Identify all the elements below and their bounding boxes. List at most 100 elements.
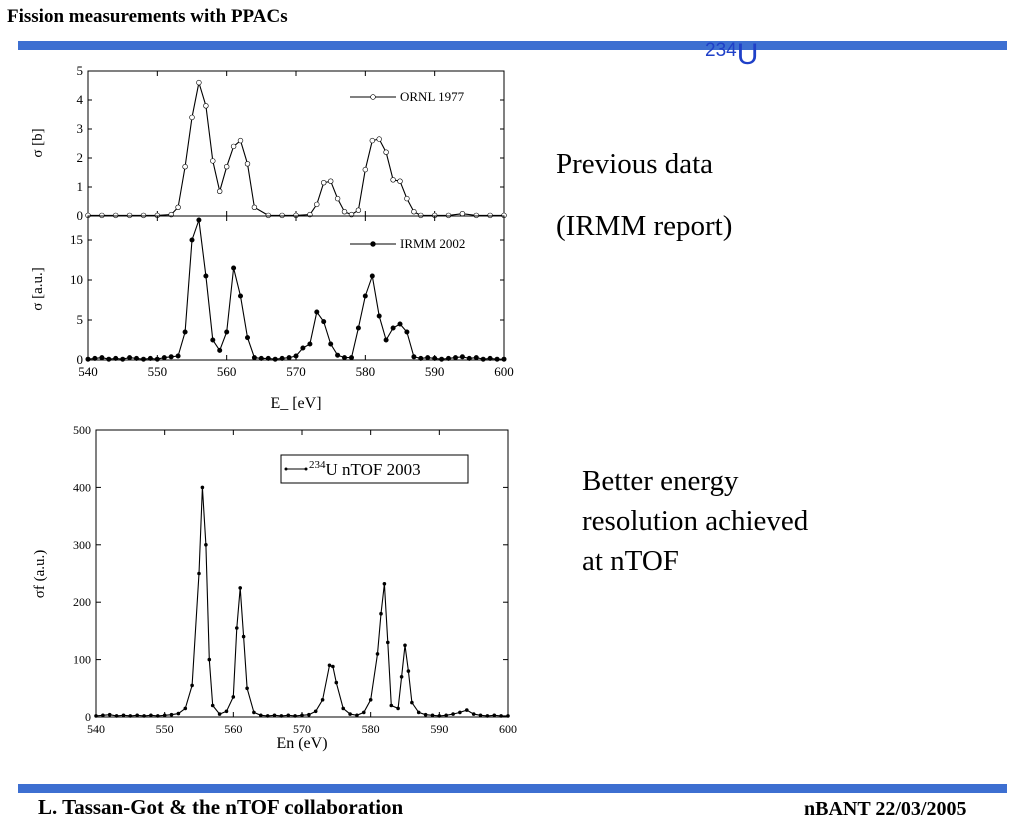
data-point [459,211,466,217]
data-point [492,713,497,718]
y-tick-label: 10 [70,272,83,287]
x-tick-label: 600 [499,722,517,736]
data-point [320,697,325,702]
data-point [120,356,126,362]
y-tick-label: 400 [73,480,91,494]
data-point [501,356,507,362]
data-point [341,355,347,361]
data-point [293,353,299,359]
data-point [403,643,407,648]
y-axis-label: σ [a.u.] [30,267,46,310]
data-point [506,714,510,718]
data-point [397,321,403,327]
x-axis-label: En (eV) [276,735,327,752]
data-point [355,325,361,331]
data-point [410,700,414,705]
data-point [423,712,428,717]
data-point [127,355,133,361]
note-line: at nTOF [582,545,679,577]
legend-box [280,454,469,484]
data-point [162,713,167,718]
data-point [189,237,195,243]
data-point [331,664,335,669]
data-point [258,355,264,361]
data-point [149,713,153,718]
data-point [217,347,223,353]
data-point [128,714,133,718]
footer-bar [18,784,1007,793]
data-point [210,703,215,708]
data-point [230,143,237,150]
y-tick-label: 300 [73,538,91,552]
data-point [238,293,244,299]
data-point [494,356,500,362]
data-point [444,713,449,718]
data-point [196,217,202,223]
legend-marker [370,94,376,100]
data-point [376,136,382,142]
data-point [369,273,375,279]
data-point [207,657,212,662]
data-point [244,161,251,167]
data-point [321,180,327,186]
data-point [169,712,174,717]
y-tick-label: 500 [73,423,91,437]
data-point [464,708,469,712]
x-tick-label: 590 [425,364,445,379]
data-point [217,712,222,716]
x-tick-label: 550 [156,722,174,736]
data-point [182,164,188,170]
data-point [231,695,236,699]
data-point [355,713,359,718]
data-point [300,713,304,718]
data-point [379,611,383,616]
data-point [334,680,339,685]
data-point [328,178,334,184]
data-point [204,542,208,547]
data-point [385,640,390,645]
data-point [383,149,389,155]
data-point [341,706,346,711]
data-point [313,709,318,714]
data-point [101,713,105,718]
data-point [183,706,188,711]
data-point [406,669,411,673]
data-point [368,697,373,702]
data-point [418,355,424,361]
x-tick-label: 570 [286,364,306,379]
x-tick-label: 590 [430,722,448,736]
data-point [235,626,239,630]
isotope-label: 234U [705,38,758,72]
data-point [154,356,160,362]
data-point [437,714,442,718]
isotope-symbol: U [736,38,759,71]
data-point [404,329,410,335]
data-point [445,355,451,361]
data-point [182,329,188,335]
data-point [224,709,229,714]
data-point [94,714,98,718]
data-point [279,355,285,361]
data-point [300,345,306,351]
data-point [252,710,256,715]
data-point [217,188,223,195]
data-point [245,335,251,341]
y-tick-label: 0 [77,208,84,223]
data-point [416,710,421,715]
data-point [272,356,278,362]
x-tick-label: 560 [224,722,242,736]
data-point [113,355,119,361]
series-line [95,487,508,717]
data-point [383,337,389,343]
data-point [307,712,311,717]
data-point [362,293,368,299]
data-point [458,710,462,715]
data-point [237,137,244,144]
footer-author: L. Tassan-Got & the nTOF collaboration [38,795,404,819]
x-tick-label: 560 [217,364,237,379]
data-point [265,212,271,219]
data-point [432,355,438,361]
data-point [279,212,285,219]
data-point [203,273,209,279]
data-point [224,164,230,170]
